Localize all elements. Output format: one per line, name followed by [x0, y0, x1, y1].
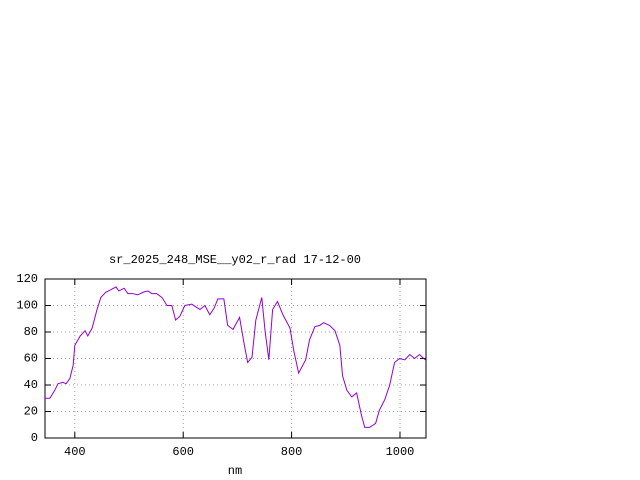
data-line [45, 286, 426, 428]
y-tick-label: 20 [24, 405, 38, 419]
x-axis-label: nm [228, 464, 242, 478]
chart-title: sr_2025_248_MSE__y02_r_rad 17-12-00 [109, 253, 361, 267]
y-tick-label: 80 [24, 325, 38, 339]
x-tick-label: 600 [172, 445, 194, 459]
x-tick-label: 1000 [386, 445, 415, 459]
y-tick-label: 40 [24, 378, 38, 392]
x-tick-label: 800 [281, 445, 303, 459]
y-tick-label: 0 [31, 431, 38, 445]
y-tick-label: 60 [24, 352, 38, 366]
plot-border [44, 278, 427, 439]
x-tick-label: 400 [64, 445, 86, 459]
y-tick-label: 120 [16, 272, 38, 286]
y-tick-label: 100 [16, 299, 38, 313]
